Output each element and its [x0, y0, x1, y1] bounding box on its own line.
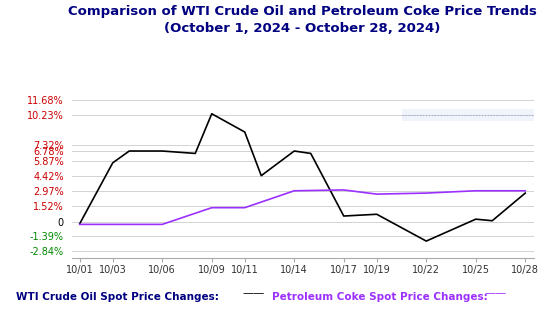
Text: ——: ——: [242, 288, 264, 298]
Bar: [402, 109, 534, 121]
Text: Comparison of WTI Crude Oil and Petroleum Coke Price Trends
(October 1, 2024 - O: Comparison of WTI Crude Oil and Petroleu…: [68, 5, 537, 35]
Text: WTI Crude Oil Spot Price Changes:: WTI Crude Oil Spot Price Changes:: [16, 292, 219, 302]
Text: ——: ——: [484, 288, 506, 298]
Text: Petroleum Coke Spot Price Changes:: Petroleum Coke Spot Price Changes:: [272, 292, 488, 302]
